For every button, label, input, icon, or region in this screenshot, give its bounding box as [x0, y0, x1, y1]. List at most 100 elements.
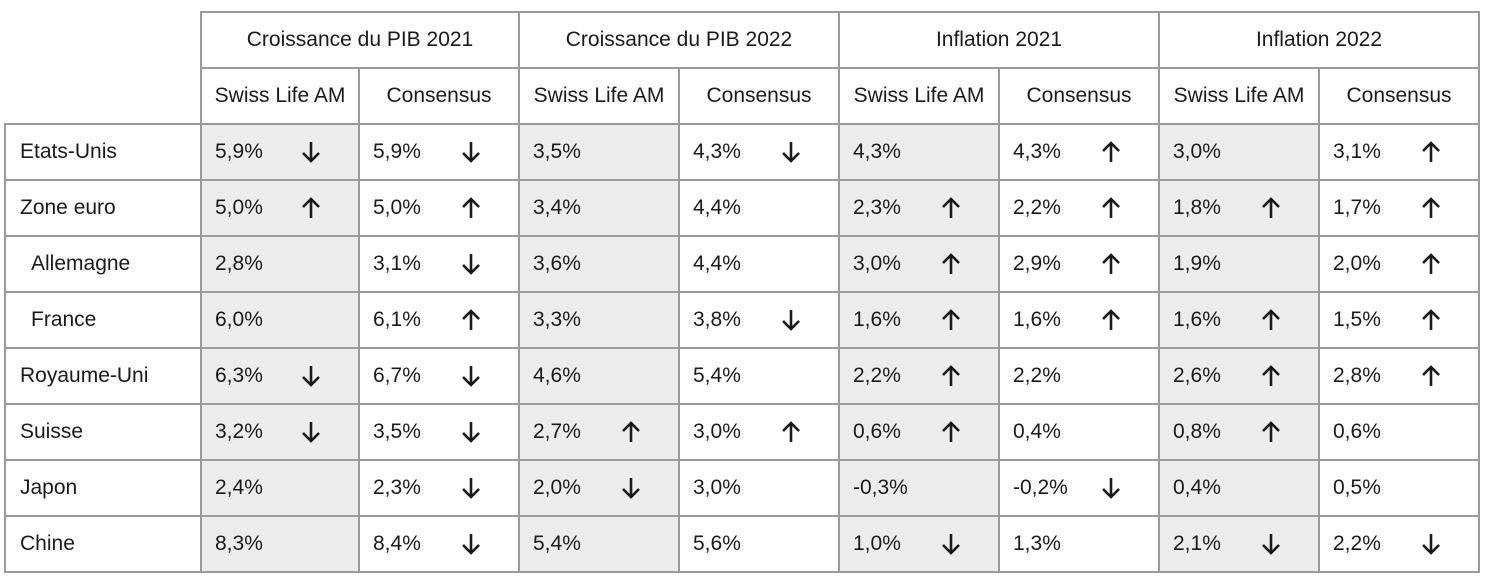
arrow-up-icon [1420, 308, 1442, 332]
data-cell: 0,6% [838, 403, 1000, 461]
subheader-consensus: Consensus [998, 67, 1160, 125]
cell-value: 1,0% [853, 532, 901, 555]
country-label: France [4, 291, 202, 349]
cell-value: 5,4% [693, 364, 741, 387]
no-arrow-placeholder [620, 252, 642, 276]
data-cell: 0,4% [1158, 459, 1320, 517]
country-label: Zone euro [4, 179, 202, 237]
data-cell: 0,8% [1158, 403, 1320, 461]
group-header-inflation-2022: Inflation 2022 [1158, 11, 1480, 69]
cell-value: 3,2% [215, 420, 263, 443]
no-arrow-placeholder [620, 196, 642, 220]
data-cell: 4,4% [678, 179, 840, 237]
no-arrow-placeholder [1260, 140, 1282, 164]
no-arrow-placeholder [620, 532, 642, 556]
data-cell: 2,9% [998, 235, 1160, 293]
arrow-up-icon [780, 420, 802, 444]
cell-value: 0,4% [1013, 420, 1061, 443]
arrow-down-icon [460, 532, 482, 556]
cell-value: 5,6% [693, 532, 741, 555]
cell-value: 3,0% [1173, 140, 1221, 163]
arrow-down-icon [300, 420, 322, 444]
data-cell: 6,7% [358, 347, 520, 405]
forecast-table: Croissance du PIB 2021 Croissance du PIB… [4, 11, 1480, 573]
no-arrow-placeholder [1420, 420, 1442, 444]
data-cell: 2,3% [838, 179, 1000, 237]
no-arrow-placeholder [940, 140, 962, 164]
no-arrow-placeholder [620, 308, 642, 332]
cell-value: 6,7% [373, 364, 421, 387]
data-cell: 2,6% [1158, 347, 1320, 405]
data-cell: 4,3% [678, 123, 840, 181]
cell-value: 4,4% [693, 252, 741, 275]
cell-value: 2,0% [533, 476, 581, 499]
data-cell: 2,7% [518, 403, 680, 461]
cell-value: 0,4% [1173, 476, 1221, 499]
data-cell: 5,9% [358, 123, 520, 181]
arrow-up-icon [940, 364, 962, 388]
data-cell: 3,3% [518, 291, 680, 349]
cell-value: 1,7% [1333, 196, 1381, 219]
country-label: Japon [4, 459, 202, 517]
table-row: France 6,0% 6,1% 3,3% 3,8% 1,6% 1,6% 1,6% 1,5% [4, 291, 1480, 349]
arrow-up-icon [940, 252, 962, 276]
data-cell: 6,3% [200, 347, 360, 405]
data-cell: 4,3% [838, 123, 1000, 181]
cell-value: 3,5% [533, 140, 581, 163]
arrow-down-icon [1420, 532, 1442, 556]
arrow-down-icon [1260, 532, 1282, 556]
empty-corner-2 [5, 68, 201, 124]
data-cell: 1,7% [1318, 179, 1480, 237]
no-arrow-placeholder [780, 476, 802, 500]
data-cell: -0,3% [838, 459, 1000, 517]
no-arrow-placeholder [780, 196, 802, 220]
arrow-up-icon [940, 308, 962, 332]
subheader-swiss-life-am: Swiss Life AM [1158, 67, 1320, 125]
cell-value: 2,2% [853, 364, 901, 387]
cell-value: 6,1% [373, 308, 421, 331]
data-cell: 3,8% [678, 291, 840, 349]
cell-value: 3,3% [533, 308, 581, 331]
arrow-down-icon [460, 476, 482, 500]
cell-value: 3,1% [1333, 140, 1381, 163]
empty-corner [5, 12, 201, 68]
data-cell: 3,5% [358, 403, 520, 461]
cell-value: 4,4% [693, 196, 741, 219]
arrow-down-icon [940, 532, 962, 556]
group-header-row: Croissance du PIB 2021 Croissance du PIB… [5, 11, 1480, 69]
data-cell: 1,3% [998, 515, 1160, 573]
arrow-up-icon [1260, 420, 1282, 444]
data-cell: 3,4% [518, 179, 680, 237]
arrow-down-icon [300, 140, 322, 164]
arrow-up-icon [300, 196, 322, 220]
data-cell: -0,2% [998, 459, 1160, 517]
table-row: Suisse 3,2% 3,5% 2,7% 3,0% 0,6% 0,4% 0,8% 0,6% [4, 403, 1480, 461]
cell-value: 1,9% [1173, 252, 1221, 275]
arrow-down-icon [300, 364, 322, 388]
arrow-down-icon [460, 364, 482, 388]
data-cell: 2,8% [200, 235, 360, 293]
data-cell: 1,8% [1158, 179, 1320, 237]
no-arrow-placeholder [1100, 364, 1122, 388]
data-cell: 8,3% [200, 515, 360, 573]
data-cell: 2,3% [358, 459, 520, 517]
cell-value: 5,4% [533, 532, 581, 555]
data-cell: 2,2% [998, 179, 1160, 237]
cell-value: 2,4% [215, 476, 263, 499]
data-cell: 2,8% [1318, 347, 1480, 405]
no-arrow-placeholder [1100, 532, 1122, 556]
cell-value: 3,4% [533, 196, 581, 219]
cell-value: 2,1% [1173, 532, 1221, 555]
no-arrow-placeholder [300, 532, 322, 556]
cell-value: 4,3% [693, 140, 741, 163]
country-label: Etats-Unis [4, 123, 202, 181]
data-cell: 3,5% [518, 123, 680, 181]
arrow-up-icon [460, 196, 482, 220]
cell-value: 0,5% [1333, 476, 1381, 499]
arrow-up-icon [1100, 196, 1122, 220]
no-arrow-placeholder [780, 364, 802, 388]
no-arrow-placeholder [1420, 476, 1442, 500]
data-cell: 1,0% [838, 515, 1000, 573]
data-cell: 3,1% [358, 235, 520, 293]
cell-value: 2,3% [373, 476, 421, 499]
